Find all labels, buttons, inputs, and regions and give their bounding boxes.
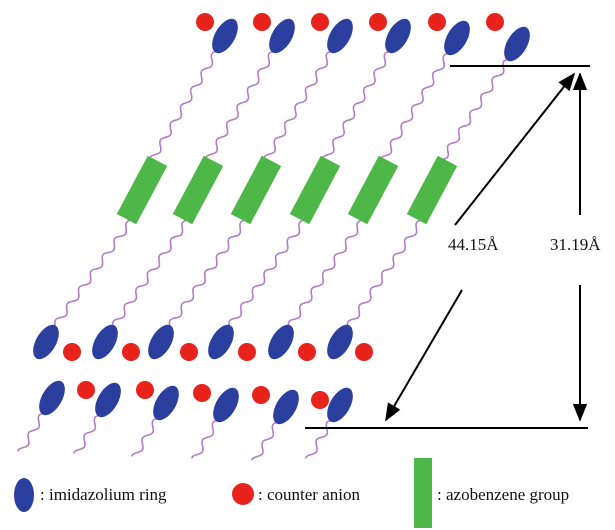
legend-anion-icon bbox=[232, 483, 254, 505]
legend: : imidazolium ring : counter anion : azo… bbox=[14, 458, 569, 528]
vertical-label: 31.19Å bbox=[550, 235, 601, 254]
alkyl-chain bbox=[442, 58, 510, 161]
imidazolium-ring bbox=[208, 324, 234, 360]
imidazolium-ring bbox=[213, 387, 239, 423]
counter-anion bbox=[428, 13, 446, 31]
alkyl-chain bbox=[130, 417, 159, 457]
legend-label: : imidazolium ring bbox=[40, 485, 167, 504]
alkyl-chain bbox=[304, 419, 333, 459]
alkyl-chain bbox=[380, 52, 450, 159]
imidazolium-ring bbox=[92, 324, 118, 360]
counter-anion bbox=[193, 384, 211, 402]
counter-anion bbox=[369, 13, 387, 31]
alkyl-chain bbox=[250, 421, 279, 461]
imidazolium-ring bbox=[385, 18, 411, 54]
imidazolium-ring bbox=[504, 26, 530, 62]
legend-label: : azobenzene group bbox=[437, 485, 569, 504]
counter-anion bbox=[311, 13, 329, 31]
counter-anion bbox=[311, 391, 329, 409]
imidazolium-ring bbox=[327, 324, 353, 360]
alkyl-chain bbox=[16, 412, 45, 452]
azobenzene-group bbox=[230, 155, 282, 225]
alkyl-chain bbox=[149, 50, 218, 159]
imidazolium-ring bbox=[148, 324, 174, 360]
molecular-chains bbox=[16, 13, 530, 461]
imidazolium-ring bbox=[273, 389, 299, 425]
dimension-lines bbox=[305, 65, 590, 429]
imidazolium-ring bbox=[444, 20, 470, 56]
counter-anion bbox=[253, 13, 271, 31]
alkyl-chain bbox=[228, 219, 306, 327]
legend-imidazolium-icon bbox=[14, 478, 34, 512]
azobenzene-group bbox=[116, 155, 168, 225]
azobenzene-group bbox=[406, 155, 458, 225]
imidazolium-ring bbox=[212, 18, 238, 54]
imidazolium-ring bbox=[153, 385, 179, 421]
alkyl-chain bbox=[205, 50, 275, 158]
imidazolium-ring bbox=[327, 18, 353, 54]
azobenzene-group bbox=[347, 155, 399, 225]
counter-anion bbox=[298, 343, 316, 361]
imidazolium-ring bbox=[33, 324, 59, 360]
diagonal-arrow-up bbox=[454, 72, 576, 226]
azobenzene-group bbox=[289, 155, 341, 225]
counter-anion bbox=[122, 343, 140, 361]
alkyl-chain bbox=[322, 50, 391, 159]
azobenzene-group bbox=[172, 155, 224, 225]
counter-anion bbox=[252, 386, 270, 404]
counter-anion bbox=[355, 343, 373, 361]
diagonal-label: 44.15Å bbox=[448, 235, 499, 254]
diagonal-arrow-down bbox=[385, 289, 463, 422]
alkyl-chain bbox=[72, 414, 101, 454]
alkyl-chain bbox=[53, 219, 133, 328]
counter-anion bbox=[196, 13, 214, 31]
counter-anion bbox=[63, 343, 81, 361]
imidazolium-ring bbox=[327, 387, 353, 423]
counter-anion bbox=[136, 381, 154, 399]
alkyl-chain bbox=[190, 419, 219, 459]
counter-anion bbox=[238, 343, 256, 361]
imidazolium-ring bbox=[268, 324, 294, 360]
imidazolium-ring bbox=[39, 380, 65, 416]
alkyl-chain bbox=[287, 219, 364, 326]
imidazolium-ring bbox=[95, 382, 121, 418]
alkyl-chain bbox=[346, 219, 423, 326]
alkyl-chain bbox=[111, 219, 189, 327]
alkyl-chain bbox=[168, 219, 247, 326]
counter-anion bbox=[77, 381, 95, 399]
alkyl-chain bbox=[263, 50, 333, 158]
legend-azobenzene-icon bbox=[414, 458, 432, 528]
counter-anion bbox=[180, 343, 198, 361]
imidazolium-ring bbox=[269, 18, 295, 54]
legend-label: : counter anion bbox=[258, 485, 360, 504]
counter-anion bbox=[486, 13, 504, 31]
